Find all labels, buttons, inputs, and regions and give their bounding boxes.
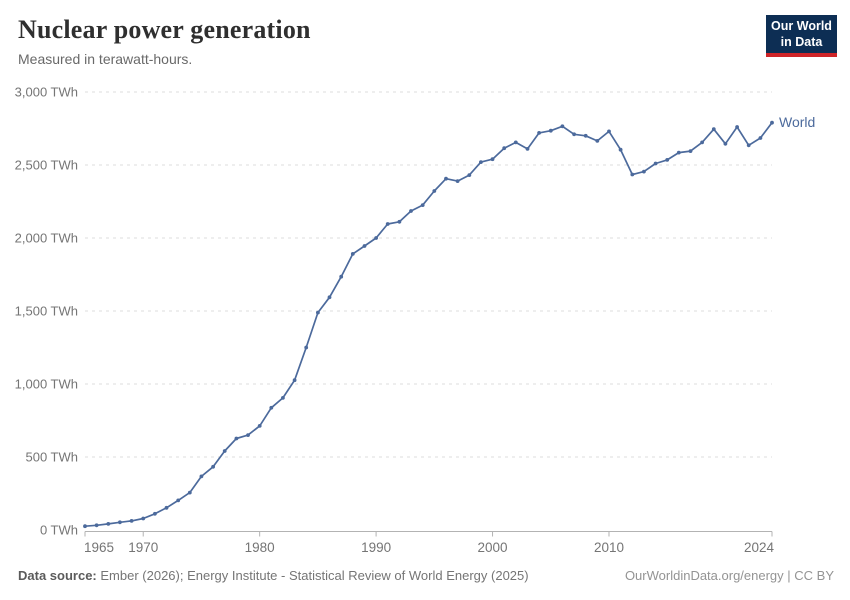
x-axis-tick-label: 1965 [84,540,114,555]
data-point[interactable] [548,128,553,133]
data-point[interactable] [560,124,565,129]
data-point[interactable] [537,131,541,135]
x-axis-tick-label: 1980 [245,540,275,555]
x-axis-tick-label: 1970 [128,540,158,555]
owid-logo[interactable]: Our World in Data [766,15,837,58]
x-axis-tick-label: 2024 [744,540,775,555]
data-source-note: Data source: Ember (2026); Energy Instit… [18,568,529,583]
data-point[interactable] [700,140,704,145]
data-point[interactable] [420,203,425,208]
footer-url-license-link[interactable]: OurWorldinData.org/energy | CC BY [624,568,834,583]
data-point[interactable] [211,464,216,469]
data-point[interactable] [502,146,507,151]
data-point[interactable] [642,169,646,174]
data-point[interactable] [595,139,600,143]
data-point[interactable] [153,511,157,516]
data-point[interactable] [118,520,122,525]
x-axis-tick-label: 2000 [478,540,508,555]
y-axis-tick-label: 2,500 TWh [15,158,78,173]
data-point[interactable] [129,519,134,523]
data-point[interactable] [257,424,262,428]
data-point[interactable] [164,505,169,510]
data-point[interactable] [339,274,344,279]
data-point[interactable] [618,147,623,152]
data-point[interactable] [397,219,402,224]
y-axis-tick-label: 0 TWh [40,523,78,538]
data-point[interactable] [583,133,588,138]
data-point[interactable] [676,150,681,155]
chart-header: Nuclear power generation Measured in ter… [18,14,311,67]
data-point[interactable] [141,516,146,521]
data-point[interactable] [199,474,204,479]
owid-logo-text: Our World in Data [769,19,834,50]
data-point[interactable] [234,436,239,441]
data-point[interactable] [83,524,87,529]
data-source-label: Data source: [18,568,97,583]
data-point[interactable] [758,136,763,140]
data-point[interactable] [444,176,448,181]
x-axis-tick-label: 1990 [361,540,391,555]
data-point[interactable] [572,132,576,137]
data-point[interactable] [269,405,274,410]
data-point[interactable] [490,157,495,162]
page-title: Nuclear power generation [18,15,311,44]
series-label[interactable]: World [779,114,815,130]
data-point[interactable] [409,209,413,213]
data-point[interactable] [525,147,530,151]
data-point[interactable] [350,252,355,256]
chart-subtitle: Measured in terawatt-hours. [18,51,193,68]
owid-logo-line1: Our World [771,19,832,33]
data-point[interactable] [711,127,716,132]
data-point[interactable] [106,522,111,526]
data-point[interactable] [176,498,181,503]
data-point[interactable] [607,129,611,134]
data-point[interactable] [292,378,297,383]
data-point[interactable] [222,449,227,453]
data-point[interactable] [746,143,751,148]
owid-logo-line2: in Data [780,34,823,49]
data-point[interactable] [723,141,728,146]
data-point[interactable] [246,433,250,437]
y-axis-tick-label: 3,000 TWh [15,85,78,100]
data-point[interactable] [653,161,658,166]
data-point[interactable] [94,523,99,528]
y-axis-tick-label: 500 TWh [25,450,78,465]
data-point[interactable] [374,236,378,240]
x-axis-tick-label: 2010 [594,540,624,555]
data-point[interactable] [316,310,320,315]
data-point[interactable] [327,295,332,300]
data-source-text: Ember (2026); Energy Institute - Statist… [100,568,529,583]
data-point[interactable] [467,173,472,178]
data-point[interactable] [513,140,518,145]
y-axis-tick-label: 1,000 TWh [15,377,78,392]
data-point[interactable] [770,120,774,125]
data-point[interactable] [665,158,670,162]
chart-footer: Data source: Ember (2026); Energy Instit… [18,568,834,583]
data-point[interactable] [479,160,483,165]
data-point[interactable] [455,179,460,184]
y-axis-tick-label: 1,500 TWh [15,304,78,319]
data-point[interactable] [735,125,739,129]
data-point[interactable] [385,222,390,226]
y-axis-tick-label: 2,000 TWh [15,231,78,246]
data-point[interactable] [688,149,693,154]
data-point[interactable] [281,396,285,400]
data-point[interactable] [432,189,437,193]
data-point[interactable] [187,490,192,495]
data-point[interactable] [630,172,635,177]
data-point[interactable] [362,244,367,248]
data-point[interactable] [304,345,309,350]
world-series-line [84,121,773,528]
